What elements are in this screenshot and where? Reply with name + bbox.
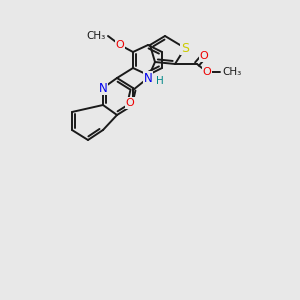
Text: O: O [116,40,124,50]
Text: S: S [181,41,189,55]
Text: O: O [200,51,208,61]
Text: O: O [126,98,134,108]
Text: CH₃: CH₃ [222,67,241,77]
Text: CH₃: CH₃ [87,31,106,41]
Text: H: H [156,76,164,86]
Text: O: O [202,67,211,77]
Text: N: N [144,71,152,85]
Text: N: N [99,82,107,94]
